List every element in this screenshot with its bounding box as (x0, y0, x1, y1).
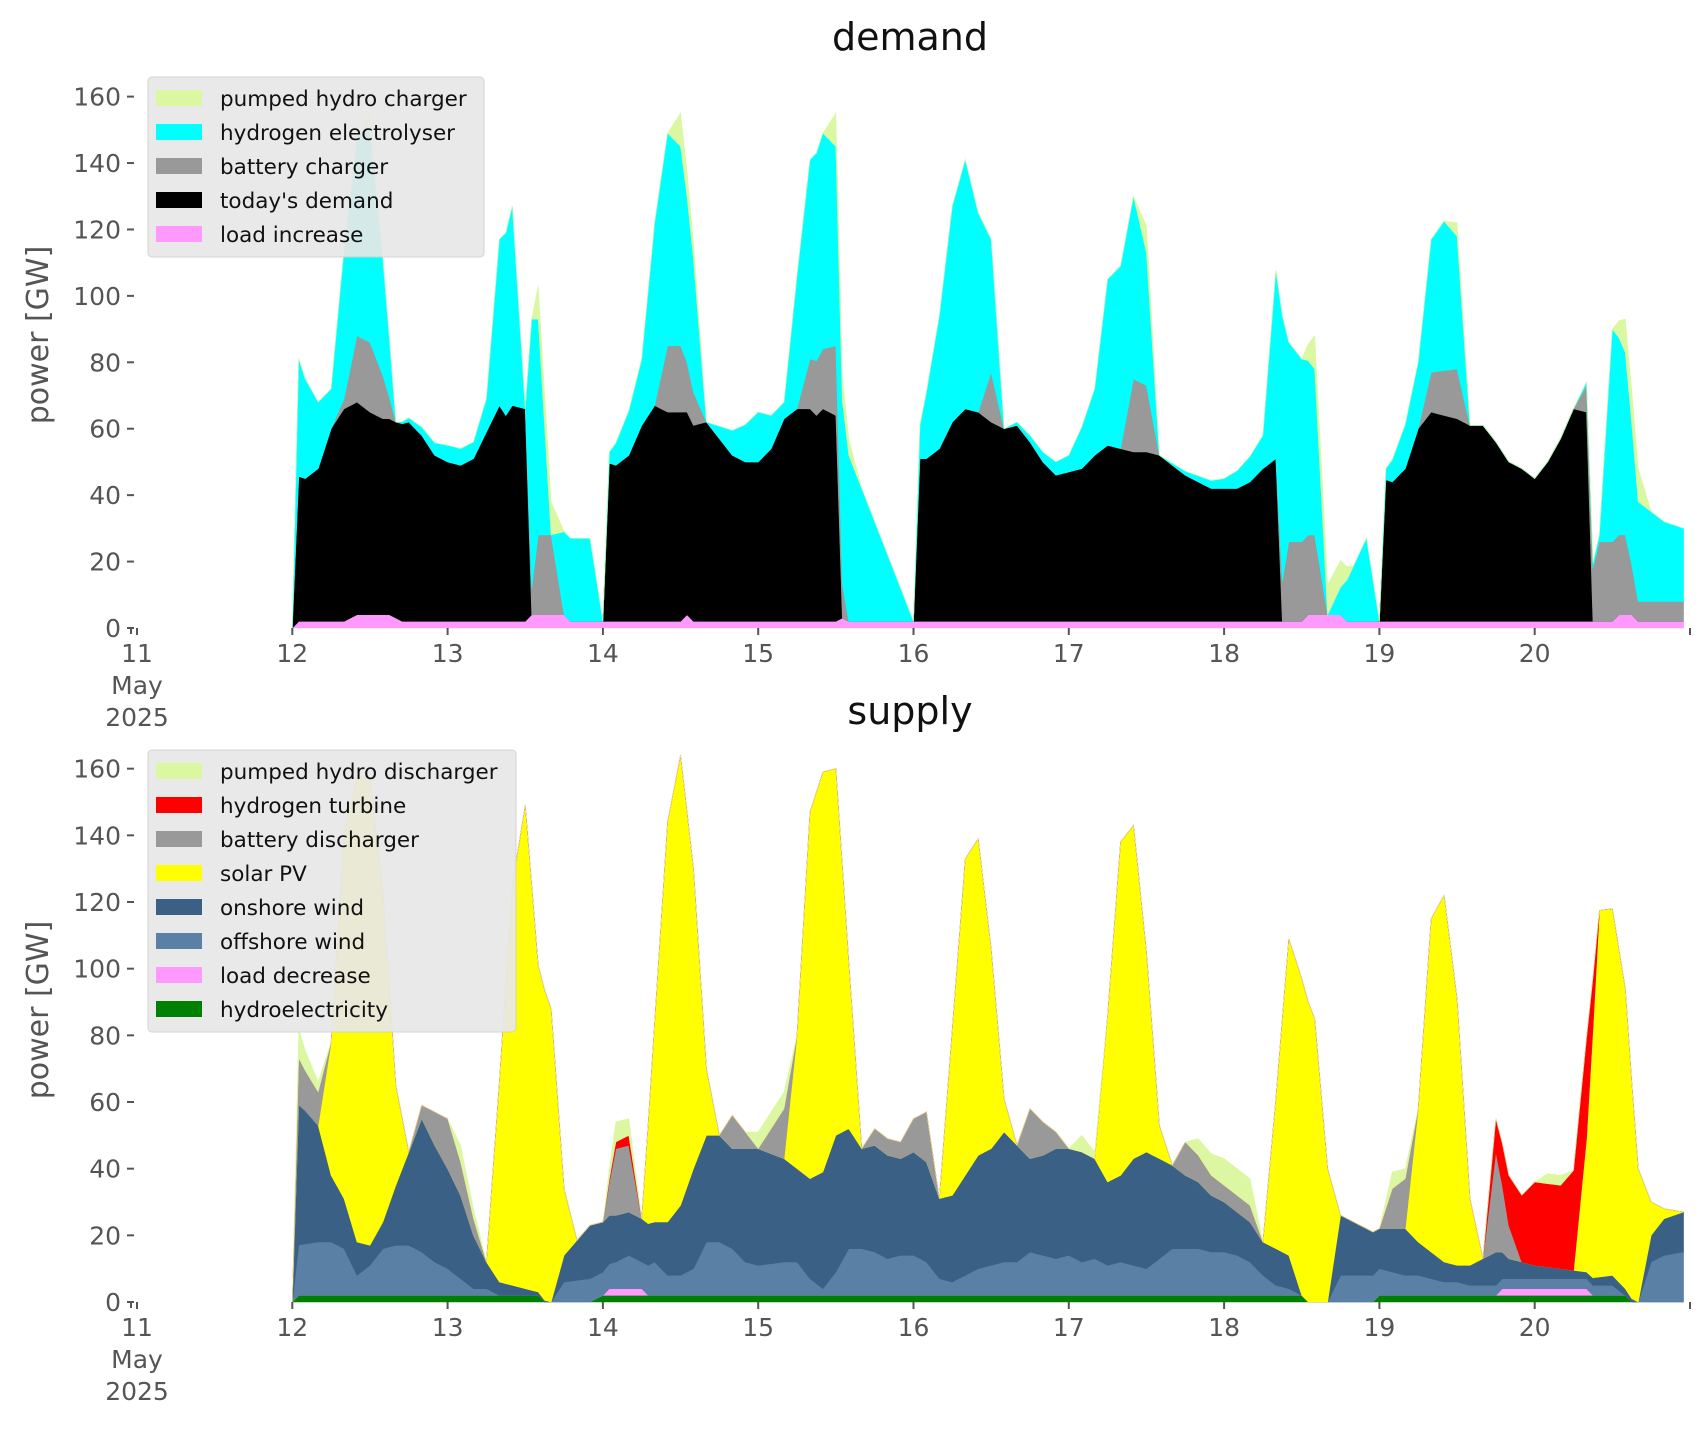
x-tick-label: 13 (432, 639, 464, 668)
x-tick-label: 17 (1053, 1313, 1085, 1342)
y-tick-label: 80 (89, 1021, 121, 1050)
legend-swatch-pumped-hydro-charger (156, 90, 202, 106)
x-tick-label: 2025 (105, 1377, 169, 1406)
x-tick-label: 12 (276, 1313, 308, 1342)
x-tick-label: 14 (587, 1313, 619, 1342)
chart-title: demand (832, 15, 988, 59)
y-tick-label: 0 (105, 614, 121, 643)
legend-box (147, 749, 517, 1033)
y-tick-label: 140 (73, 821, 121, 850)
supply-panel: supply 0 20 40 60 80 100 120 140 160 11 May 2025 12 1… (21, 689, 1691, 1406)
y-tick-label: 0 (105, 1288, 121, 1317)
x-tick-label: 20 (1519, 639, 1551, 668)
x-tick-label: May (111, 671, 163, 700)
legend-label-battery-discharger: battery discharger (220, 828, 419, 853)
legend-swatch-load-increase (156, 226, 202, 242)
chart-title: supply (847, 689, 972, 733)
area-pumped-hydro-discharger (292, 755, 1684, 1303)
area-hydroelectricity (291, 1295, 1684, 1303)
area-today-s-demand (291, 401, 1684, 629)
y-tick-label: 20 (89, 1221, 121, 1250)
y-tick-label: 40 (89, 1155, 121, 1184)
legend-swatch-load-decrease (156, 967, 202, 983)
x-tick-label: 16 (898, 1313, 930, 1342)
legend-swatch-hydroelectricity (156, 1001, 202, 1017)
x-tick-label: 15 (742, 639, 774, 668)
legend-swatch-solar-pv (156, 865, 202, 881)
legend-swatch-battery-charger (156, 158, 202, 174)
demand-panel: demand 0 20 40 60 80 100 120 140 160 11 May 2025 12 1… (21, 15, 1691, 732)
x-tick-label: 2025 (105, 703, 169, 732)
x-tick-label: 20 (1519, 1313, 1551, 1342)
y-tick-label: 160 (73, 83, 121, 112)
legend-label-solar-pv: solar PV (220, 862, 307, 887)
legend-swatch-hydrogen-turbine (156, 797, 202, 813)
x-tick-label: 18 (1208, 1313, 1240, 1342)
x-tick-label: 19 (1363, 1313, 1395, 1342)
x-tick-label: 12 (276, 639, 308, 668)
x-tick-label: 14 (587, 639, 619, 668)
x-tick-label: 18 (1208, 639, 1240, 668)
legend: pumped hydro charger hydrogen electrolyse… (147, 76, 485, 258)
area-pumped-hydro-charger (292, 108, 1684, 629)
legend-label-onshore-wind: onshore wind (220, 896, 364, 921)
legend-label-hydrogen-turbine: hydrogen turbine (220, 794, 406, 819)
y-tick-label: 100 (73, 955, 121, 984)
legend-swatch-pumped-hydro-discharger (156, 763, 202, 779)
legend-swatch-onshore-wind (156, 899, 202, 915)
legend-label-hydroelectricity: hydroelectricity (220, 998, 388, 1023)
x-tick-label: 13 (432, 1313, 464, 1342)
y-tick-label: 60 (89, 1088, 121, 1117)
legend-label-hydrogen-electrolyser: hydrogen electrolyser (220, 121, 455, 146)
x-tick-label: 16 (898, 639, 930, 668)
legend-label-load-decrease: load decrease (220, 964, 371, 989)
y-tick-label: 160 (73, 755, 121, 784)
x-tick-label: 17 (1053, 639, 1085, 668)
y-tick-label: 20 (89, 548, 121, 577)
y-tick-label: 60 (89, 415, 121, 444)
legend-swatch-offshore-wind (156, 933, 202, 949)
y-tick-label: 120 (73, 888, 121, 917)
y-tick-label: 140 (73, 149, 121, 178)
legend-label-battery-charger: battery charger (220, 155, 388, 180)
y-tick-label: 40 (89, 481, 121, 510)
legend-box (147, 76, 485, 258)
legend-swatch-battery-discharger (156, 831, 202, 847)
y-tick-label: 120 (73, 215, 121, 244)
legend: pumped hydro discharger hydrogen turbine b… (147, 749, 517, 1033)
legend-label-offshore-wind: offshore wind (220, 930, 365, 955)
x-tick-label: May (111, 1345, 163, 1374)
axes: 0 20 40 60 80 100 120 140 160 11 May 2025 12 13 14 15 16… (73, 83, 1691, 732)
legend-label-load-increase: load increase (220, 223, 363, 248)
x-tick-label: 15 (742, 1313, 774, 1342)
legend-label-today-s-demand: today's demand (220, 189, 393, 214)
legend-label-pumped-hydro-discharger: pumped hydro discharger (220, 760, 498, 785)
legend-swatch-today-s-demand (156, 192, 202, 208)
x-tick-label: 11 (121, 639, 153, 668)
y-axis-label: power [GW] (21, 921, 56, 1100)
y-tick-label: 100 (73, 282, 121, 311)
y-axis-label: power [GW] (21, 246, 56, 425)
x-tick-label: 11 (121, 1313, 153, 1342)
legend-swatch-hydrogen-electrolyser (156, 124, 202, 140)
axes: 0 20 40 60 80 100 120 140 160 11 May 2025 12 13 14 15 16… (73, 755, 1691, 1406)
stacked-areas (291, 108, 1684, 629)
stacked-areas (291, 755, 1684, 1303)
x-tick-label: 19 (1363, 639, 1395, 668)
legend-label-pumped-hydro-charger: pumped hydro charger (220, 87, 467, 112)
y-tick-label: 80 (89, 348, 121, 377)
